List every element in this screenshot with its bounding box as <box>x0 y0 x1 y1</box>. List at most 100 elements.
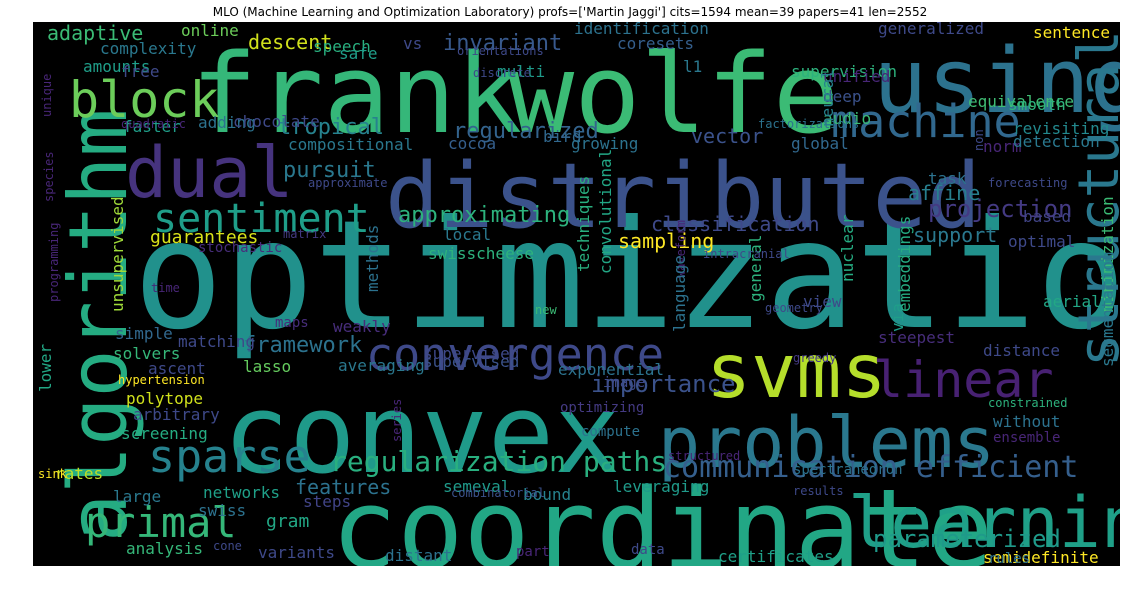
word-techniques: techniques <box>574 176 593 272</box>
word-speech: speech <box>313 37 371 56</box>
word-detection: detection <box>1013 132 1100 151</box>
word-quadratic: quadratic <box>121 117 186 131</box>
word-guarantees: guarantees <box>150 227 258 248</box>
word-semeval: semeval <box>443 477 510 496</box>
word-swiss: swiss <box>198 501 246 520</box>
word-view: view <box>803 292 842 311</box>
word-swisscheese: swisscheese <box>428 244 534 263</box>
word-lasso: lasso <box>243 357 291 376</box>
word-polytope: polytope <box>126 389 203 408</box>
word-aerial: aerial <box>1043 292 1101 311</box>
word-task: task <box>928 169 967 188</box>
word-unified: unified <box>823 67 890 86</box>
word-projection: projection <box>928 195 1073 223</box>
word-variants: variants <box>258 543 335 562</box>
word-svms: svms <box>706 327 887 415</box>
word-chocolate: chocolate <box>233 112 320 131</box>
word-parameterized: parameterized <box>873 525 1061 553</box>
word-distant: distant <box>385 546 452 565</box>
word-complexity: complexity <box>100 39 197 58</box>
word-without: without <box>993 412 1060 431</box>
word-programming: programming <box>47 223 61 302</box>
word-distance: distance <box>983 341 1060 360</box>
word-unique: unique <box>40 74 54 117</box>
word-species: species <box>42 151 56 202</box>
word-sentiment: sentiment <box>153 196 370 242</box>
word-pursuit: pursuit <box>283 158 376 183</box>
word-free: free <box>121 62 160 81</box>
word-gram: gram <box>266 511 309 532</box>
word-waveform: waveform <box>674 220 688 278</box>
word-stochastic: stochastic <box>198 240 282 256</box>
word-convergence: convergence <box>366 328 664 381</box>
word-minimization: minimization <box>1098 196 1117 312</box>
word-audio: audio <box>823 109 871 128</box>
word-geometry: geometry <box>765 301 823 315</box>
word-generalized: generalized <box>878 22 984 38</box>
word-via: via <box>888 303 907 332</box>
word-orientations: orientations <box>457 44 544 58</box>
word-results: results <box>793 484 844 498</box>
word-large: large <box>113 487 161 506</box>
word-using: using <box>873 29 1120 134</box>
word-online: online <box>181 22 239 40</box>
word-approximate: approximate <box>308 176 387 190</box>
word-supervised: supervised <box>423 352 519 371</box>
word-cloud: optimization convex coordinate frank wolfe di… <box>33 22 1120 566</box>
word-classification: classification <box>651 212 820 236</box>
word-cone: cone <box>213 539 242 553</box>
word-ascent: ascent <box>148 359 206 378</box>
word-faster: faster <box>123 117 181 136</box>
word-sentence: sentence <box>1033 23 1110 42</box>
word-smooth: smooth <box>1008 95 1066 114</box>
word-wolfe: wolfe <box>508 30 839 158</box>
word-hypertension: hypertension <box>118 373 205 387</box>
word-data: data <box>631 542 665 558</box>
word-segmentation: segmentation <box>1098 251 1117 367</box>
word-affine: affine <box>908 181 980 205</box>
word-cloud-canvas: optimizationconvexcoordinatefrankwolfedi… <box>36 22 1120 566</box>
word-growing: growing <box>571 134 638 153</box>
word-semidefinite: semidefinite <box>983 548 1099 566</box>
word-methods: methods <box>363 225 382 292</box>
word-rules: rules <box>988 551 1030 566</box>
word-matching: matching <box>178 332 255 351</box>
word-vector: vector <box>691 124 763 148</box>
word-framework: framework <box>243 333 362 358</box>
word-supervision: supervision <box>791 62 897 81</box>
word-equivalence: equivalence <box>968 92 1074 111</box>
word-new: new <box>535 303 557 317</box>
word-based: based <box>1023 207 1071 226</box>
word-spectrahedron: spectrahedron <box>793 462 903 478</box>
word-revisiting: revisiting <box>1013 119 1109 138</box>
word-dual: dual <box>125 132 294 214</box>
word-matrix: matrix <box>283 227 326 241</box>
figure-title: MLO (Machine Learning and Optimization L… <box>212 5 928 19</box>
word-regularization-paths: regularization paths <box>330 445 667 478</box>
word-weakly: weakly <box>333 317 391 336</box>
word-machine: machine <box>831 95 1021 148</box>
word-frank: frank <box>191 30 522 158</box>
word-algorithm: algorithm <box>52 109 145 542</box>
word-factorizations: factorizations <box>758 117 859 131</box>
word-features: features <box>295 475 391 499</box>
word-coresets: coresets <box>617 34 694 53</box>
word-learning: learning <box>848 482 1120 564</box>
word-steps: steps <box>303 492 351 511</box>
word-embeddings: embeddings <box>895 216 914 312</box>
word-part: part <box>516 544 550 560</box>
word-nuclear: nuclear <box>838 214 857 282</box>
word-intracranial: intracranial <box>703 247 790 261</box>
word-importance: importance <box>591 370 736 398</box>
word-ensemble: ensemble <box>993 430 1060 446</box>
word-language: language <box>670 255 689 332</box>
word-image: image <box>603 375 645 391</box>
word-optimizing: optimizing <box>560 400 644 416</box>
word-bird: bird <box>543 127 582 146</box>
word-sink: sink <box>38 467 68 481</box>
word-bound: bound <box>523 485 571 504</box>
word-time: time <box>151 281 180 295</box>
word-series: series <box>390 399 404 442</box>
word-certificates: certificates <box>718 547 834 566</box>
word-compositional: compositional <box>288 135 413 154</box>
